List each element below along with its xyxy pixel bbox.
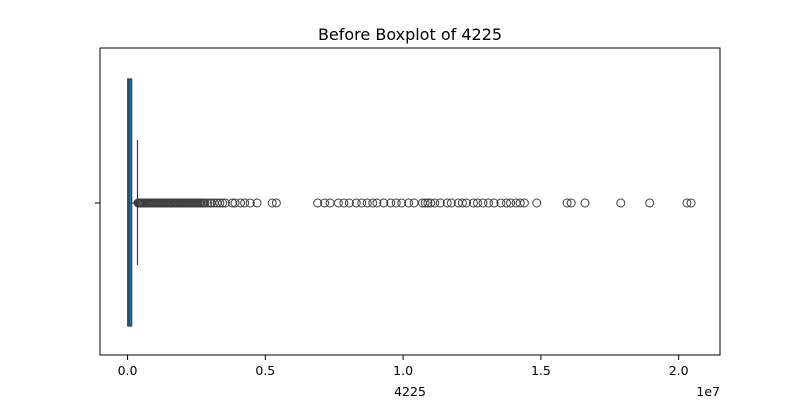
outlier-point: [351, 198, 361, 208]
outlier-point: [430, 198, 440, 208]
outlier-point: [420, 198, 430, 208]
outlier-point: [252, 198, 262, 208]
outlier-point: [423, 198, 433, 208]
outlier-point: [372, 198, 382, 208]
outlier-point: [339, 198, 349, 208]
outlier-point: [686, 198, 696, 208]
outlier-point: [532, 198, 542, 208]
x-tick-label: 2.0: [669, 363, 689, 378]
outlier-point: [368, 198, 378, 208]
outlier-point: [616, 198, 626, 208]
outlier-point: [461, 198, 471, 208]
outlier-point: [313, 198, 323, 208]
outlier-point: [501, 198, 511, 208]
outlier-point: [200, 198, 210, 208]
outlier-point: [245, 198, 255, 208]
outlier-point: [240, 198, 250, 208]
outlier-point: [202, 198, 212, 208]
outlier-point: [391, 198, 401, 208]
outlier-point: [404, 198, 414, 208]
outlier-point: [435, 198, 445, 208]
outlier-point: [515, 198, 525, 208]
outlier-point: [457, 198, 467, 208]
outlier-point: [386, 198, 396, 208]
outlier-point: [519, 198, 529, 208]
plot-frame: [99, 47, 721, 356]
outlier-point: [489, 198, 499, 208]
x-tick-label: 0.5: [255, 363, 275, 378]
plot-area: [127, 78, 696, 327]
outlier-point: [379, 198, 389, 208]
outlier-point: [682, 198, 692, 208]
outlier-point: [271, 198, 281, 208]
outlier-point: [442, 198, 452, 208]
outlier-point: [506, 198, 516, 208]
outlier-point: [220, 198, 230, 208]
outlier-point: [473, 198, 483, 208]
x-axis-exponent: 1e7: [696, 384, 720, 399]
x-tick-label: 1.5: [531, 363, 551, 378]
outlier-point: [484, 198, 494, 208]
x-axis: 0.0 0.5 1.0 1.5 2.0: [118, 355, 689, 378]
outlier-point: [645, 198, 655, 208]
outlier-point: [267, 198, 277, 208]
outlier-point: [215, 198, 225, 208]
outlier-point: [218, 198, 228, 208]
outlier-point: [397, 198, 407, 208]
outlier-point: [409, 198, 419, 208]
chart-title: Before Boxplot of 4225: [318, 25, 502, 44]
outlier-point: [362, 198, 372, 208]
outlier-point: [230, 198, 240, 208]
x-tick-label: 1.0: [393, 363, 413, 378]
outlier-point: [357, 198, 367, 208]
x-axis-label: 4225: [394, 384, 426, 399]
outlier-point: [562, 198, 572, 208]
outlier-point: [446, 198, 456, 208]
outlier-point: [566, 198, 576, 208]
outlier-point: [468, 198, 478, 208]
outlier-point: [426, 198, 436, 208]
outlier-point: [320, 198, 330, 208]
x-tick-label: 0.0: [118, 363, 138, 378]
outlier-point: [236, 198, 246, 208]
outlier-point: [496, 198, 506, 208]
outlier-point: [580, 198, 590, 208]
outlier-point: [325, 198, 335, 208]
outlier-point: [344, 198, 354, 208]
outlier-point: [333, 198, 343, 208]
outlier-point: [478, 198, 488, 208]
